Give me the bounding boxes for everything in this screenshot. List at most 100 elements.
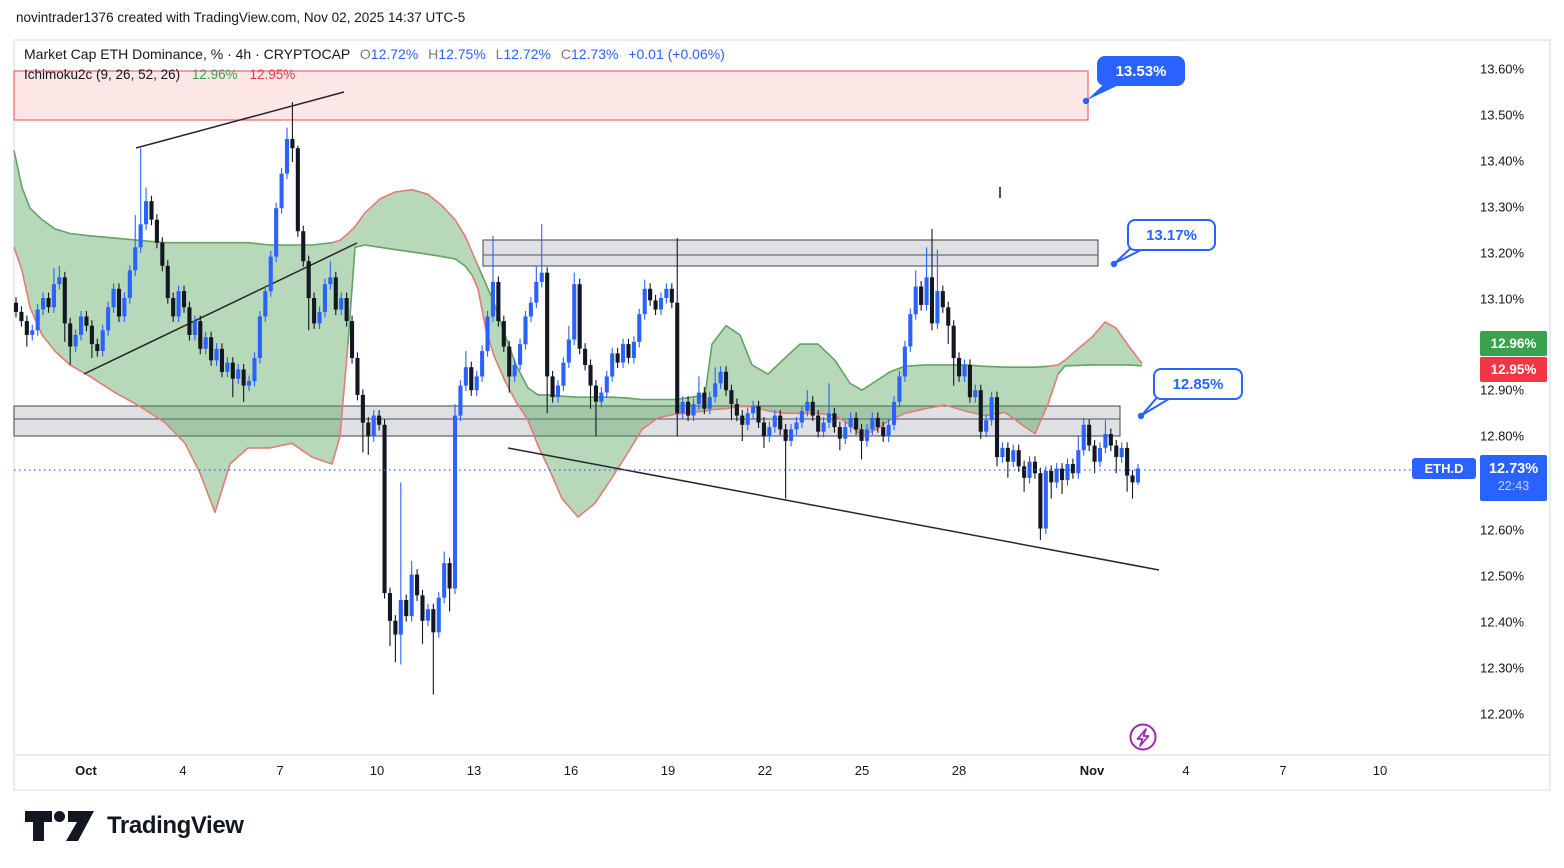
candle: [84, 316, 89, 326]
price-callout-12-85[interactable]: 12.85%: [1153, 368, 1243, 400]
time-tick-label: 22: [757, 763, 773, 778]
price-callout-13-53[interactable]: 13.53%: [1097, 56, 1185, 86]
ichimoku-senkou-line: [1047, 321, 1143, 368]
close-value: 12.73%: [570, 46, 619, 62]
ichimoku-senkou-line: [347, 244, 473, 345]
callout-tail: [1087, 84, 1121, 100]
candle: [106, 307, 111, 331]
candle: [691, 404, 696, 416]
candle: [702, 392, 707, 409]
candle: [41, 298, 46, 310]
open-label: O: [359, 46, 371, 62]
tradingview-logo[interactable]: TradingView: [24, 810, 244, 842]
candle: [111, 288, 116, 308]
candle: [1038, 473, 1043, 529]
symbol-title[interactable]: Market Cap ETH Dominance, % · 4h · CRYPT…: [24, 46, 350, 62]
candle: [89, 325, 94, 345]
candle: [371, 415, 376, 437]
candle: [583, 348, 588, 365]
supply-zone-pink[interactable]: [13, 70, 1089, 121]
candle: [160, 242, 165, 266]
candle: [756, 406, 761, 423]
candle: [539, 272, 544, 282]
candle: [626, 344, 631, 358]
candle: [653, 300, 658, 310]
candle: [951, 325, 956, 358]
price-tick-label: 13.40%: [1480, 153, 1525, 169]
candle: [946, 307, 951, 326]
candle: [436, 597, 441, 633]
candle: [821, 422, 826, 432]
ichimoku-cloud-fill: [14, 150, 1142, 517]
resistance-zone-upper[interactable]: [482, 239, 1099, 267]
candle: [967, 364, 972, 398]
callout-anchor-dot: [1110, 260, 1118, 268]
candle: [1043, 470, 1048, 529]
support-zone-lower[interactable]: [13, 405, 1121, 437]
candle: [19, 311, 24, 322]
candle: [572, 284, 577, 340]
candle: [929, 277, 935, 324]
candle: [1011, 450, 1016, 462]
candle: [1135, 468, 1140, 483]
candle: [420, 595, 425, 621]
candle: [1016, 450, 1021, 467]
candle: [669, 288, 674, 303]
tradingview-logo-icon: [25, 811, 94, 841]
candle: [78, 316, 84, 335]
candle: [528, 302, 533, 317]
candle: [729, 390, 734, 404]
candle: [734, 404, 739, 416]
candle: [550, 376, 555, 398]
candle: [767, 427, 772, 437]
candle: [1049, 470, 1054, 483]
candle: [68, 323, 73, 347]
last-price-value: 12.73%: [1488, 461, 1539, 477]
candle: [1114, 445, 1119, 458]
time-tick-label: 28: [951, 763, 967, 778]
lightning-button-circle[interactable]: [1129, 723, 1157, 751]
indicator-name[interactable]: Ichimoku2c: [24, 67, 93, 82]
candle: [339, 298, 344, 310]
candle: [713, 383, 718, 398]
chart-legend[interactable]: Market Cap ETH Dominance, % · 4h · CRYPT…: [24, 45, 725, 84]
candle: [973, 390, 978, 398]
candle: [35, 309, 40, 331]
trendline-1[interactable]: [83, 242, 358, 375]
indicator-legend-row[interactable]: Ichimoku2c (9, 26, 52, 26) 12.96% 12.95%: [24, 65, 725, 84]
candle: [100, 330, 105, 351]
price-tick-label: 13.60%: [1480, 61, 1525, 77]
candle: [772, 415, 777, 428]
callout-anchor-dot: [1137, 412, 1145, 420]
candle: [263, 291, 268, 317]
candle: [301, 231, 306, 262]
lightning-icon[interactable]: [1136, 728, 1150, 747]
candle: [192, 321, 197, 335]
trendline-2[interactable]: [507, 447, 1160, 571]
candle: [333, 277, 338, 310]
candle: [312, 298, 317, 324]
candle: [989, 397, 994, 421]
candle: [599, 392, 604, 402]
candle: [116, 288, 122, 317]
candle: [127, 270, 132, 299]
symbol-legend-row[interactable]: Market Cap ETH Dominance, % · 4h · CRYPT…: [24, 45, 725, 64]
candle: [696, 392, 701, 405]
symbol-price-line-label: ETH.D: [1412, 458, 1476, 479]
candle: [843, 427, 848, 439]
candle: [268, 256, 273, 292]
price-callout-13-17[interactable]: 13.17%: [1127, 219, 1216, 251]
low-value: 12.72%: [503, 46, 551, 62]
candle: [1108, 434, 1113, 446]
time-tick-label: 10: [369, 763, 385, 778]
bar-countdown: 22:43: [1497, 479, 1530, 493]
candle: [355, 358, 360, 395]
candle: [1032, 461, 1038, 474]
trendline-0[interactable]: [135, 91, 345, 149]
candle: [648, 288, 653, 301]
candle: [848, 417, 853, 428]
candle: [409, 574, 414, 617]
candle: [686, 401, 691, 416]
candle: [864, 429, 869, 441]
